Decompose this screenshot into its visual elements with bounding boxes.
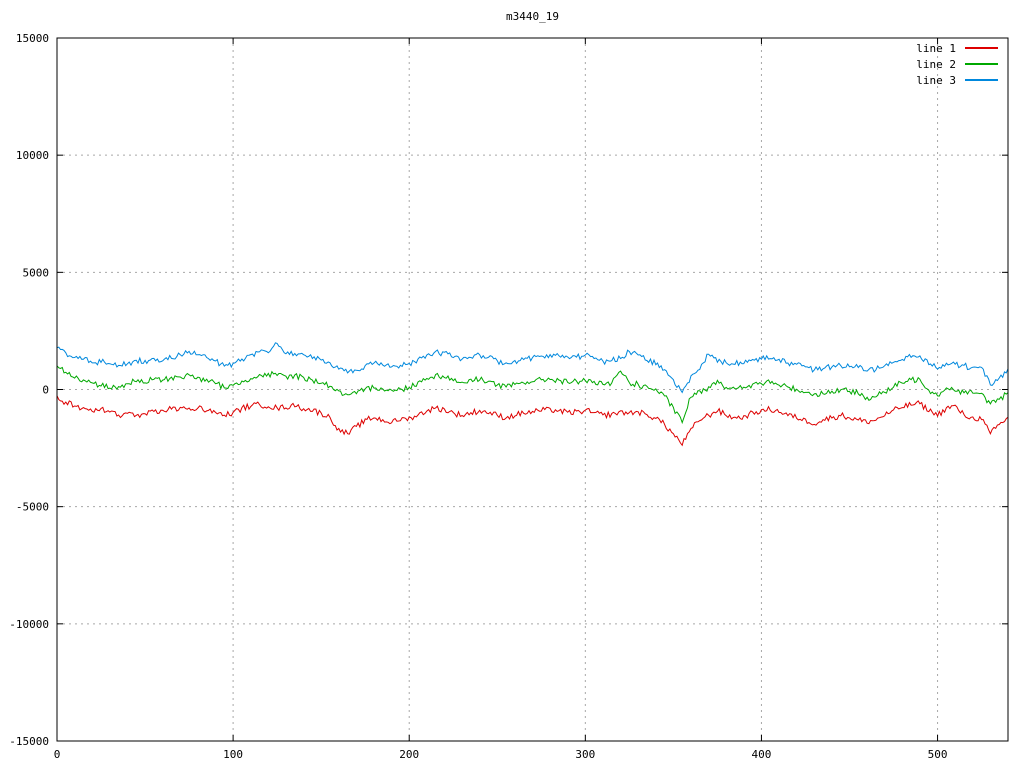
x-tick-label: 0	[54, 748, 61, 761]
legend-label: line 1	[916, 41, 956, 55]
legend-line-sample-green	[965, 63, 998, 65]
x-tick-label: 400	[752, 748, 772, 761]
x-tick-label: 200	[399, 748, 419, 761]
y-tick-label: -5000	[16, 501, 49, 514]
x-tick-label: 500	[928, 748, 948, 761]
legend-label: line 3	[916, 73, 956, 87]
legend-entry-line2: line 2	[916, 56, 998, 72]
legend-entry-line3: line 3	[916, 72, 998, 88]
x-tick-label: 100	[223, 748, 243, 761]
y-tick-label: 15000	[16, 32, 49, 45]
series-line-2	[56, 365, 1009, 425]
x-tick-label: 300	[575, 748, 595, 761]
y-tick-label: -10000	[9, 618, 49, 631]
y-tick-label: -15000	[9, 735, 49, 748]
y-tick-label: 10000	[16, 149, 49, 162]
y-tick-label: 5000	[23, 266, 50, 279]
legend-label: line 2	[916, 57, 956, 71]
y-tick-label: 0	[42, 384, 49, 397]
legend-line-sample-red	[965, 47, 998, 49]
series-line-1	[56, 395, 1009, 447]
series-line-3	[56, 342, 1009, 394]
legend-entry-line1: line 1	[916, 40, 998, 56]
legend: line 1 line 2 line 3	[916, 40, 998, 88]
chart-title: m3440_19	[506, 10, 559, 23]
legend-line-sample-blue	[965, 79, 998, 81]
